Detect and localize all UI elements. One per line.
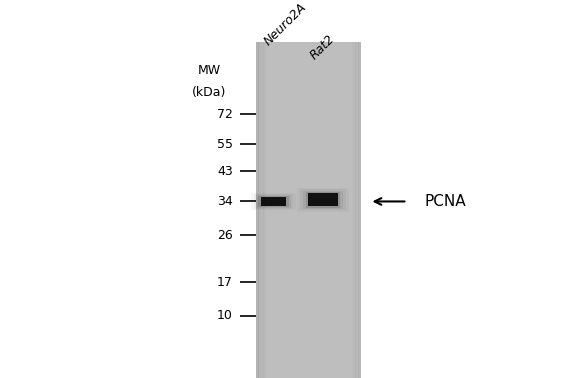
- Bar: [300, 189, 346, 210]
- Bar: [263, 42, 266, 378]
- Text: 17: 17: [217, 276, 233, 289]
- Text: 55: 55: [217, 138, 233, 151]
- Text: 10: 10: [217, 309, 233, 322]
- Bar: [261, 42, 264, 378]
- Bar: [256, 195, 291, 208]
- Text: Rat2: Rat2: [308, 32, 338, 62]
- Bar: [355, 42, 359, 378]
- Text: MW: MW: [198, 64, 221, 77]
- Text: Neuro2A: Neuro2A: [261, 1, 309, 48]
- Bar: [297, 188, 349, 212]
- Bar: [251, 193, 296, 210]
- Text: 26: 26: [217, 229, 233, 242]
- Text: 43: 43: [217, 165, 233, 178]
- Bar: [258, 196, 289, 207]
- Bar: [303, 191, 343, 209]
- Bar: [358, 42, 361, 378]
- Bar: [258, 42, 261, 378]
- Bar: [306, 192, 340, 208]
- Bar: [256, 42, 259, 378]
- Bar: [254, 194, 293, 209]
- Bar: [256, 42, 361, 378]
- Bar: [308, 194, 338, 206]
- Bar: [352, 42, 356, 378]
- Bar: [261, 197, 286, 206]
- Text: (kDa): (kDa): [192, 86, 227, 99]
- Text: 72: 72: [217, 107, 233, 121]
- Text: 34: 34: [217, 195, 233, 208]
- Text: PCNA: PCNA: [425, 194, 467, 209]
